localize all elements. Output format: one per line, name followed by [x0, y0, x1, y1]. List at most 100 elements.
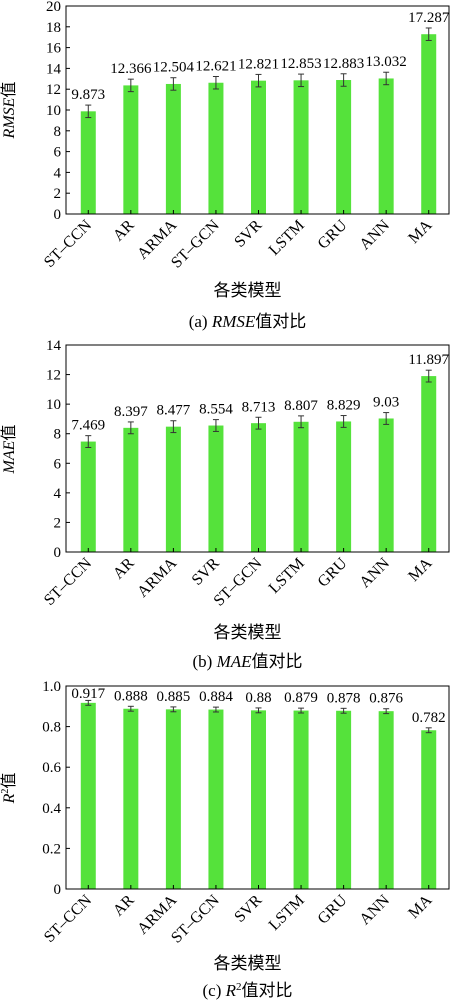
- bar-5: [251, 710, 266, 889]
- y-tick-label-1: 0: [54, 882, 62, 898]
- y-tick-label-4: 0.6: [42, 760, 61, 776]
- data-label-7: 12.883: [323, 56, 364, 72]
- bar-8: [378, 78, 394, 215]
- bar-1: [80, 702, 96, 889]
- category-label-3: ARMA: [134, 554, 180, 600]
- bar-6: [293, 80, 309, 214]
- bar-8: [378, 711, 394, 889]
- category-label-9: MA: [405, 554, 436, 585]
- y-tick-label-8: 14: [46, 338, 62, 354]
- bar-6: [293, 710, 309, 889]
- category-label-2: AR: [110, 217, 138, 245]
- bar-1: [80, 111, 96, 214]
- chart-1: 9.873ST–CCN12.366AR12.504ARMA12.621ST–GC…: [0, 0, 450, 331]
- bar-2: [123, 708, 139, 889]
- bar-1: [80, 441, 96, 552]
- data-label-9: 11.897: [408, 352, 449, 368]
- category-label-8: ANN: [356, 554, 393, 591]
- y-tick-label-8: 14: [46, 61, 62, 77]
- data-label-3: 8.477: [157, 403, 191, 419]
- category-label-6: LSTM: [266, 555, 308, 597]
- y-tick-label-9: 16: [46, 41, 62, 57]
- error-bar-2: [127, 421, 134, 435]
- x-axis-label: 各类模型: [214, 281, 282, 300]
- error-bar-1: [85, 104, 92, 119]
- data-label-7: 8.829: [327, 398, 361, 414]
- chart-caption: (a) RMSE值对比: [189, 312, 307, 331]
- data-label-3: 12.504: [153, 60, 195, 76]
- error-bar-5: [255, 707, 262, 714]
- chart-caption: (b) MAE值对比: [192, 652, 302, 671]
- data-label-8: 13.032: [366, 54, 407, 70]
- y-tick-label-4: 6: [54, 145, 62, 161]
- y-tick-label-1: 0: [54, 545, 62, 561]
- category-label-9: MA: [405, 216, 436, 247]
- x-axis-label: 各类模型: [214, 954, 282, 973]
- category-label-1: ST–CCN: [41, 554, 95, 608]
- category-label-5: ST–GCN: [211, 554, 266, 609]
- data-label-2: 0.888: [114, 688, 148, 704]
- category-label-5: SVR: [231, 892, 265, 926]
- category-label-5: SVR: [231, 217, 265, 251]
- y-axis-label: RMSE值: [0, 82, 18, 140]
- y-axis-label: R2值: [0, 773, 18, 805]
- bar-8: [378, 418, 394, 552]
- category-label-8: ANN: [356, 891, 393, 928]
- error-bar-7: [340, 415, 347, 428]
- plot-frame: [65, 344, 450, 553]
- data-label-5: 8.713: [242, 399, 276, 415]
- bar-5: [251, 423, 266, 552]
- data-label-9: 17.287: [408, 10, 450, 26]
- bar-4: [208, 709, 224, 889]
- error-bar-1: [85, 699, 92, 706]
- data-label-7: 0.878: [327, 690, 361, 706]
- category-label-1: ST–CCN: [41, 891, 95, 945]
- error-bar-8: [383, 412, 390, 425]
- category-label-7: GRU: [315, 554, 351, 590]
- bar-4: [208, 82, 224, 214]
- category-label-4: SVR: [189, 555, 223, 589]
- data-label-3: 0.885: [157, 689, 191, 705]
- data-label-8: 9.03: [373, 395, 399, 411]
- category-label-7: GRU: [315, 891, 351, 927]
- y-tick-label-2: 2: [54, 186, 62, 202]
- y-tick-label-7: 12: [46, 368, 61, 384]
- bar-7: [336, 80, 352, 214]
- data-label-1: 9.873: [71, 87, 105, 103]
- error-bar-3: [170, 77, 177, 91]
- data-label-5: 12.821: [238, 56, 279, 72]
- error-bar-4: [212, 419, 219, 432]
- category-label-2: AR: [110, 892, 138, 920]
- error-bar-9: [425, 27, 432, 41]
- y-tick-label-6: 1.0: [42, 679, 61, 695]
- y-tick-label-2: 0.2: [42, 841, 61, 857]
- category-label-4: ST–GCN: [168, 216, 223, 271]
- y-tick-label-5: 8: [54, 124, 62, 140]
- bar-3: [165, 83, 181, 214]
- chart-caption: (c) R2值对比: [202, 981, 292, 1000]
- error-bar-7: [340, 707, 347, 714]
- y-tick-label-3: 0.4: [42, 801, 61, 817]
- y-tick-label-4: 6: [54, 456, 62, 472]
- y-tick-label-10: 18: [46, 20, 61, 36]
- data-label-1: 0.917: [71, 686, 105, 702]
- data-label-6: 12.853: [280, 56, 321, 72]
- y-tick-label-11: 20: [46, 0, 61, 15]
- error-bar-5: [255, 416, 262, 430]
- chart-2: 7.469 ST–CCN 8.397 AR 8.477 ARMA 8.554 SVR 8.713…: [0, 338, 450, 671]
- category-label-7: GRU: [315, 216, 351, 252]
- data-label-4: 0.884: [199, 689, 233, 705]
- error-bar-3: [170, 706, 177, 713]
- bar-9: [421, 730, 437, 889]
- error-bar-7: [340, 73, 347, 87]
- plot-frame: [65, 685, 450, 890]
- error-bar-8: [383, 71, 390, 86]
- data-label-9: 0.782: [412, 710, 446, 726]
- bar-3: [165, 426, 181, 552]
- data-label-2: 12.366: [110, 61, 152, 77]
- category-label-4: ST–GCN: [168, 891, 223, 946]
- category-label-1: ST–CCN: [41, 216, 95, 270]
- y-tick-label-5: 8: [54, 427, 62, 443]
- bar-6: [293, 421, 309, 552]
